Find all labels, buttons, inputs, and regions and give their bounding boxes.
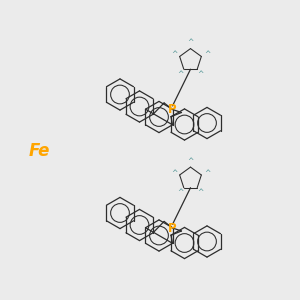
- Text: ^: ^: [171, 50, 177, 59]
- Text: Fe: Fe: [28, 142, 50, 160]
- Text: ^: ^: [171, 169, 177, 178]
- Text: P: P: [168, 103, 177, 116]
- Text: ^: ^: [204, 169, 210, 178]
- Text: ^: ^: [187, 157, 194, 166]
- Text: ^: ^: [177, 70, 184, 79]
- Text: ^: ^: [204, 50, 210, 59]
- Text: P: P: [168, 221, 177, 235]
- Text: ^: ^: [197, 70, 204, 79]
- Text: ^: ^: [187, 38, 194, 47]
- Text: ^: ^: [197, 188, 204, 197]
- Text: ^: ^: [177, 188, 184, 197]
